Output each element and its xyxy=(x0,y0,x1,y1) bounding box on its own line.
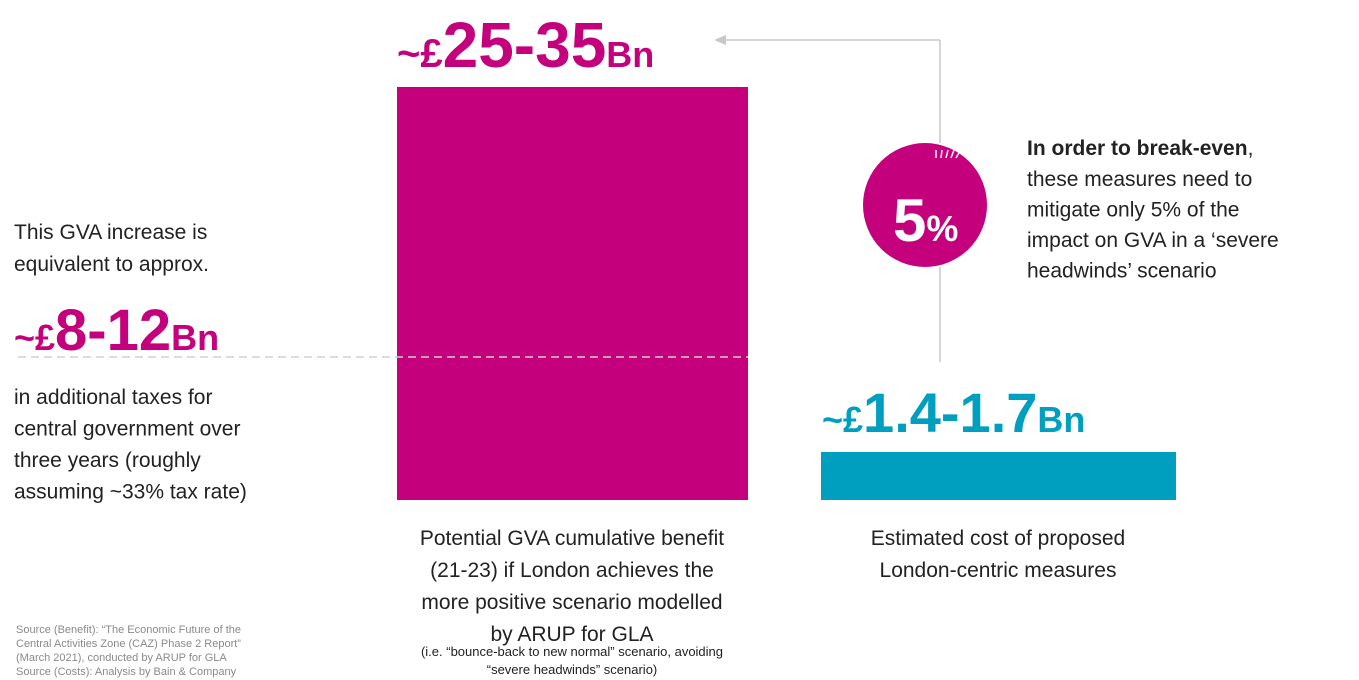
taxes-detail: in additional taxes for central governmen… xyxy=(14,386,247,504)
cost-bar xyxy=(821,452,1176,500)
bold-text: In order to break-even xyxy=(1027,137,1248,160)
text-line: more positive scenario modelled xyxy=(421,591,722,614)
prefix: ~£ xyxy=(14,317,55,358)
text-line: in additional taxes for xyxy=(14,386,212,409)
text-line: Source (Benefit): “The Economic Future o… xyxy=(16,624,241,636)
number: 1.4-1.7 xyxy=(863,381,1037,444)
unit: % xyxy=(926,208,958,249)
text-line: London-centric measures xyxy=(880,559,1117,582)
prefix: ~£ xyxy=(822,399,863,440)
taxes-value: ~£8-12Bn xyxy=(14,298,219,363)
number: 8-12 xyxy=(55,298,171,363)
cost-caption: Estimated cost of proposed London-centric… xyxy=(871,527,1125,582)
text-line: (21-23) if London achieves the xyxy=(430,559,714,582)
unit: Bn xyxy=(606,34,654,75)
text-line: assuming ~33% tax rate) xyxy=(14,481,247,504)
text-line: This GVA increase is xyxy=(14,221,207,244)
text-line: Source (Costs): Analysis by Bain & Compa… xyxy=(16,666,237,678)
sources: Source (Benefit): “The Economic Future o… xyxy=(16,624,241,678)
text-line: Potential GVA cumulative benefit xyxy=(420,527,724,550)
arrow-head xyxy=(714,35,726,45)
prefix: ~£ xyxy=(397,32,443,76)
unit: Bn xyxy=(171,317,219,358)
text-line: by ARUP for GLA xyxy=(490,623,653,646)
text-line: these measures need to xyxy=(1027,168,1252,191)
taxes-intro: This GVA increase is equivalent to approx… xyxy=(14,221,209,276)
benefit-caption: Potential GVA cumulative benefit (21-23) … xyxy=(420,527,724,646)
text-line: (i.e. “bounce-back to new normal” scenar… xyxy=(421,644,723,659)
text: , xyxy=(1248,137,1254,160)
text-line: central government over xyxy=(14,418,240,441)
text-line: (March 2021), conducted by ARUP for GLA xyxy=(16,652,227,664)
text-line: Central Activities Zone (CAZ) Phase 2 Re… xyxy=(16,638,241,650)
text-line: mitigate only 5% of the xyxy=(1027,199,1239,222)
text-line: impact on GVA in a ‘severe xyxy=(1027,229,1279,252)
breakeven-circle xyxy=(863,143,987,267)
number: 25-35 xyxy=(443,9,607,81)
benefit-value: ~£25-35Bn xyxy=(397,9,654,81)
breakeven-value: 5% xyxy=(893,187,958,254)
text-line: three years (roughly xyxy=(14,449,201,472)
text-line: headwinds’ scenario xyxy=(1027,260,1217,283)
cost-value: ~£1.4-1.7Bn xyxy=(822,381,1085,444)
unit: Bn xyxy=(1037,399,1085,440)
benefit-bar xyxy=(397,87,748,500)
text-line: equivalent to approx. xyxy=(14,253,209,276)
number: 5 xyxy=(893,187,926,254)
hatch xyxy=(935,149,961,159)
breakeven-text: these measures need to mitigate only 5% o… xyxy=(1027,168,1279,283)
text-line: Estimated cost of proposed xyxy=(871,527,1125,550)
breakeven-first-line: In order to break-even, xyxy=(1027,137,1253,160)
benefit-note: (i.e. “bounce-back to new normal” scenar… xyxy=(421,644,723,677)
text-line: “severe headwinds” scenario) xyxy=(487,662,658,677)
